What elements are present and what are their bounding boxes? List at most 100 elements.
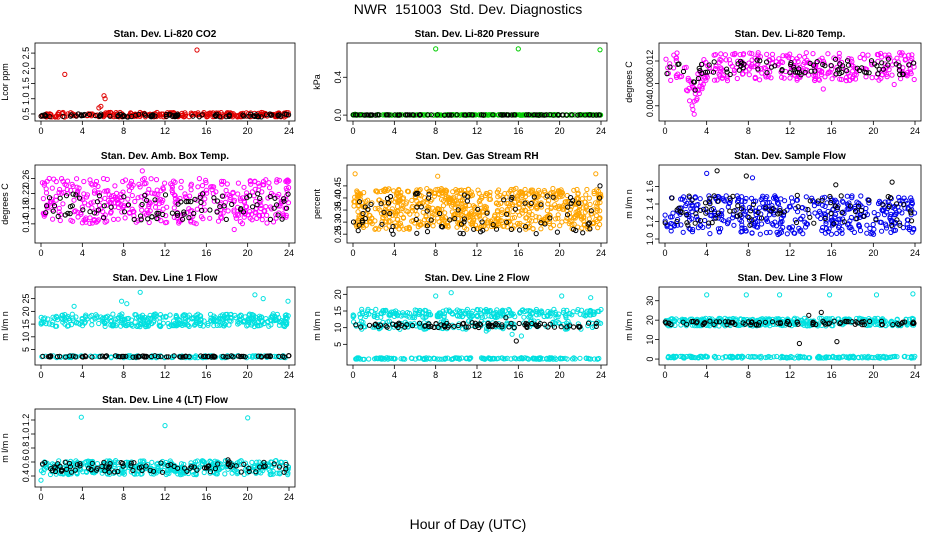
data-point [368, 201, 374, 207]
data-point [833, 71, 839, 77]
data-point [354, 112, 360, 118]
data-point [219, 193, 225, 199]
data-point [118, 194, 124, 201]
data-point [695, 216, 701, 222]
y-tick-label: 10 [21, 332, 31, 342]
data-point [162, 180, 168, 186]
data-point [748, 208, 754, 214]
x-tick-label: 0 [38, 248, 43, 258]
data-point [89, 317, 95, 323]
data-point [707, 195, 713, 201]
data-point [587, 312, 593, 318]
y-axis-label: degrees C [0, 183, 10, 225]
data-point [909, 200, 915, 206]
data-point [454, 188, 460, 194]
data-point [555, 314, 561, 320]
data-point [476, 190, 482, 196]
data-point [252, 178, 258, 184]
data-point [694, 86, 701, 93]
x-tick-label: 0 [38, 370, 43, 380]
data-point [832, 72, 838, 78]
data-point [203, 177, 209, 183]
x-tick-label: 20 [243, 248, 253, 258]
data-point [775, 201, 782, 207]
y-tick-label: 1.5 [21, 77, 31, 90]
data-point [47, 111, 54, 118]
data-point [84, 194, 90, 200]
data-point [487, 192, 493, 198]
data-point [791, 72, 797, 78]
data-point [759, 316, 765, 322]
data-point [808, 68, 814, 74]
data-point [101, 215, 107, 221]
y-tick-label: 0.40 [333, 189, 343, 207]
data-point [178, 185, 184, 191]
data-point [78, 113, 85, 119]
data-point [155, 197, 161, 203]
data-point [550, 222, 557, 228]
data-point [544, 208, 551, 214]
data-point [267, 185, 273, 191]
data-point [571, 355, 577, 361]
data-point [828, 210, 834, 216]
data-point [357, 112, 363, 118]
x-tick-label: 20 [555, 126, 565, 136]
data-point [49, 185, 55, 191]
x-tick-label: 8 [433, 126, 438, 136]
data-point [139, 168, 145, 174]
data-point [397, 112, 403, 118]
data-point [741, 51, 747, 57]
data-point [820, 86, 826, 92]
data-point [180, 216, 186, 222]
data-point [776, 230, 783, 237]
data-point [398, 356, 404, 362]
data-point [501, 197, 507, 203]
data-point [508, 196, 514, 202]
data-point [182, 112, 188, 118]
data-point [571, 324, 577, 330]
data-point [203, 187, 209, 193]
data-point [873, 217, 879, 223]
y-tick-label: 0.45 [333, 177, 343, 195]
data-point [461, 192, 467, 198]
data-point [836, 50, 842, 57]
data-point [387, 312, 393, 318]
data-point [713, 215, 719, 221]
data-point [433, 46, 439, 52]
data-point [588, 208, 594, 214]
data-point [568, 195, 574, 201]
data-point [597, 47, 603, 53]
data-point [139, 201, 145, 208]
y-axis-label: Lcor ppm [0, 63, 10, 101]
data-point [674, 218, 680, 225]
data-point [152, 204, 159, 210]
data-point [816, 77, 823, 83]
data-point [455, 207, 461, 213]
data-point [177, 317, 183, 323]
data-point [593, 320, 599, 326]
x-tick-label: 4 [80, 370, 85, 380]
data-point [820, 225, 826, 231]
data-point [538, 308, 545, 314]
y-axis-label: m l/m n [624, 311, 634, 341]
data-point [214, 209, 220, 215]
data-point [271, 318, 277, 324]
data-point [708, 207, 715, 213]
x-tick-label: 20 [868, 248, 878, 258]
data-point [665, 355, 671, 361]
data-point [770, 206, 776, 212]
data-point [96, 193, 103, 199]
x-tick-label: 16 [201, 370, 211, 380]
data-point [373, 112, 379, 118]
data-point [683, 87, 690, 93]
data-point [681, 318, 687, 324]
data-point [747, 50, 753, 56]
data-point [141, 317, 147, 323]
data-point [50, 208, 56, 214]
x-tick-label: 16 [513, 370, 523, 380]
x-tick-label: 8 [746, 126, 751, 136]
data-point [409, 197, 415, 203]
data-point [680, 229, 686, 235]
y-tick-label: 0.008 [645, 72, 655, 95]
